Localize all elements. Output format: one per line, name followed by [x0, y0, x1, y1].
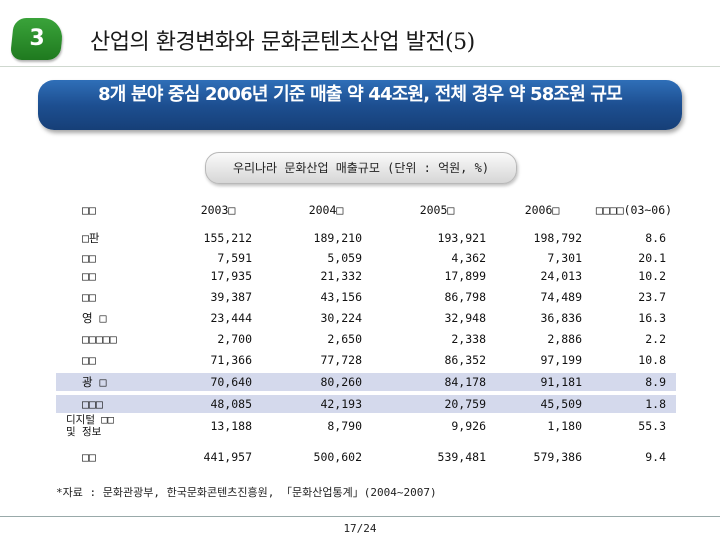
slide-title: 산업의 환경변화와 문화콘텐츠산업 발전(5)	[90, 30, 475, 55]
value-cell: 5,059	[327, 251, 362, 265]
value-cell: 21,332	[320, 269, 362, 283]
category-cell: □□□	[82, 397, 103, 411]
category-cell: 광 □	[82, 375, 107, 389]
category-cell: □□	[82, 450, 96, 464]
value-cell: □□□□(03~06)	[595, 203, 673, 217]
value-cell: 13,188	[210, 419, 252, 433]
title-divider	[0, 66, 720, 67]
value-cell: 24,013	[540, 269, 582, 283]
value-cell: 32,948	[444, 311, 486, 325]
value-cell: 198,792	[533, 231, 582, 245]
value-cell: 7,591	[217, 251, 252, 265]
category-cell: □□	[82, 203, 96, 217]
value-cell: 539,481	[437, 450, 486, 464]
table-row: □□ 39,387 43,156 86,798 74,489 23.7	[56, 288, 676, 306]
value-cell: 8.6	[645, 231, 666, 245]
value-cell: 42,193	[320, 397, 362, 411]
value-cell: 8.9	[645, 375, 666, 389]
table-row: □□□□□ 2,700 2,650 2,338 2,886 2.2	[56, 330, 676, 348]
value-cell: 1.8	[645, 397, 666, 411]
value-cell: 30,224	[320, 311, 362, 325]
value-cell: 2004□	[308, 203, 344, 217]
value-cell: 17,899	[444, 269, 486, 283]
value-cell: 2005□	[419, 203, 455, 217]
value-cell: 2,650	[327, 332, 362, 346]
source-note: *자료 : 문화관광부, 한국문화콘텐츠진흥원, 「문화산업통계」(2004~2…	[56, 486, 437, 499]
value-cell: 55.3	[638, 419, 666, 433]
value-cell: 80,260	[320, 375, 362, 389]
value-cell: 71,366	[210, 353, 252, 367]
value-cell: 2006□	[524, 203, 560, 217]
value-cell: 16.3	[638, 311, 666, 325]
value-cell: 9,926	[451, 419, 486, 433]
category-cell: □□	[82, 251, 96, 265]
footer-divider	[0, 516, 720, 517]
table-row: 광 □ 70,640 80,260 84,178 91,181 8.9	[56, 373, 676, 391]
table-row: 영 □ 23,444 30,224 32,948 36,836 16.3	[56, 309, 676, 327]
value-cell: 189,210	[313, 231, 362, 245]
value-cell: 23,444	[210, 311, 252, 325]
value-cell: 74,489	[540, 290, 582, 304]
revenue-table: □□ 2003□ 2004□ 2005□ 2006□ □□□□(03~06) □판 155,2…	[56, 196, 676, 476]
value-cell: 97,199	[540, 353, 582, 367]
value-cell: 20.1	[638, 251, 666, 265]
value-cell: 2.2	[645, 332, 666, 346]
value-cell: 8,790	[327, 419, 362, 433]
value-cell: 20,759	[444, 397, 486, 411]
value-cell: 48,085	[210, 397, 252, 411]
value-cell: 7,301	[547, 251, 582, 265]
value-cell: 77,728	[320, 353, 362, 367]
value-cell: 70,640	[210, 375, 252, 389]
value-cell: 10.2	[638, 269, 666, 283]
table-row: □□ 17,935 21,332 17,899 24,013 10.2	[56, 267, 676, 285]
value-cell: 43,156	[320, 290, 362, 304]
value-cell: 39,387	[210, 290, 252, 304]
value-cell: 17,935	[210, 269, 252, 283]
value-cell: 45,509	[540, 397, 582, 411]
category-cell: □□	[82, 353, 96, 367]
value-cell: 500,602	[313, 450, 362, 464]
value-cell: 4,362	[451, 251, 486, 265]
summary-banner-text: 8개 분야 중심 2006년 기준 매출 약 44조원, 전체 경우 약 58조…	[98, 84, 623, 105]
value-cell: 84,178	[444, 375, 486, 389]
value-cell: 10.8	[638, 353, 666, 367]
value-cell: 2,886	[547, 332, 582, 346]
value-cell: 193,921	[437, 231, 486, 245]
table-row: □□□ 48,085 42,193 20,759 45,509 1.8	[56, 395, 676, 413]
value-cell: 2,338	[451, 332, 486, 346]
value-cell: 36,836	[540, 311, 582, 325]
value-cell: 579,386	[533, 450, 582, 464]
table-header-row: □□ 2003□ 2004□ 2005□ 2006□ □□□□(03~06)	[56, 201, 676, 219]
category-cell: 디지털 □□ 및 정보	[66, 414, 114, 438]
table-row: 디지털 □□ 및 정보 13,188 8,790 9,926 1,180 55.3	[56, 414, 676, 438]
table-row: □판 155,212 189,210 193,921 198,792 8.6	[56, 229, 676, 247]
table-row: □□ 71,366 77,728 86,352 97,199 10.8	[56, 351, 676, 369]
summary-banner	[38, 80, 682, 130]
category-cell: □판	[82, 231, 100, 245]
slide-number: 3	[29, 26, 45, 51]
value-cell: 86,798	[444, 290, 486, 304]
value-cell: 9.4	[645, 450, 666, 464]
category-cell: □□□□□	[82, 332, 117, 346]
value-cell: 91,181	[540, 375, 582, 389]
page-number: 17/24	[343, 522, 377, 535]
category-cell: 영 □	[82, 311, 107, 325]
value-cell: 1,180	[547, 419, 582, 433]
value-cell: 2,700	[217, 332, 252, 346]
value-cell: 441,957	[203, 450, 252, 464]
value-cell: 2003□	[200, 203, 236, 217]
table-caption: 우리나라 문화산업 매출규모 (단위 : 억원, %)	[205, 152, 517, 184]
category-cell: □□	[82, 269, 96, 283]
value-cell: 23.7	[638, 290, 666, 304]
table-row: □□ 441,957 500,602 539,481 579,386 9.4	[56, 448, 676, 466]
value-cell: 86,352	[444, 353, 486, 367]
category-cell: □□	[82, 290, 96, 304]
value-cell: 155,212	[203, 231, 252, 245]
table-row: □□ 7,591 5,059 4,362 7,301 20.1	[56, 249, 676, 267]
